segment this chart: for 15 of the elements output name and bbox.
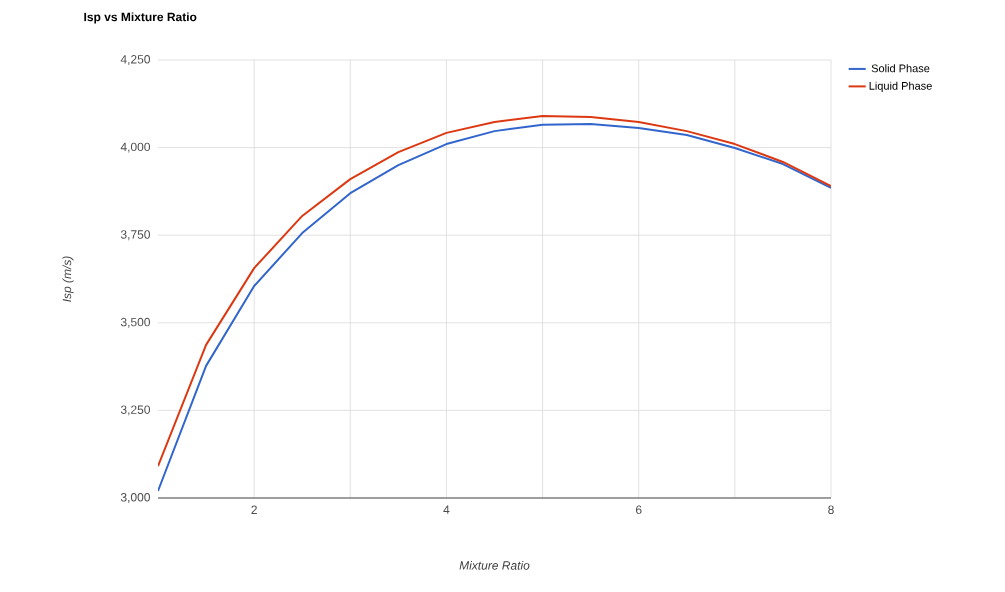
chart-title: Isp vs Mixture Ratio <box>84 12 197 24</box>
x-axis-title: Mixture Ratio <box>459 560 530 570</box>
x-tick-label: 4 <box>443 505 450 514</box>
legend-label: Solid Phase <box>871 64 930 73</box>
x-tick-label: 6 <box>635 505 642 515</box>
x-tick-label: 2 <box>251 505 257 514</box>
y-tick-label: 3,750 <box>120 230 151 241</box>
y-tick-label: 3,250 <box>120 405 151 416</box>
y-tick-label: 3,500 <box>120 317 151 328</box>
y-tick-label: 4,250 <box>120 55 151 65</box>
y-tick-label: 4,000 <box>120 142 151 153</box>
legend-label: Liquid Phase <box>869 81 932 92</box>
y-tick-label: 3,000 <box>120 493 151 503</box>
x-tick-label: 8 <box>828 505 834 515</box>
y-axis-title: Isp (m/s) <box>62 256 74 302</box>
